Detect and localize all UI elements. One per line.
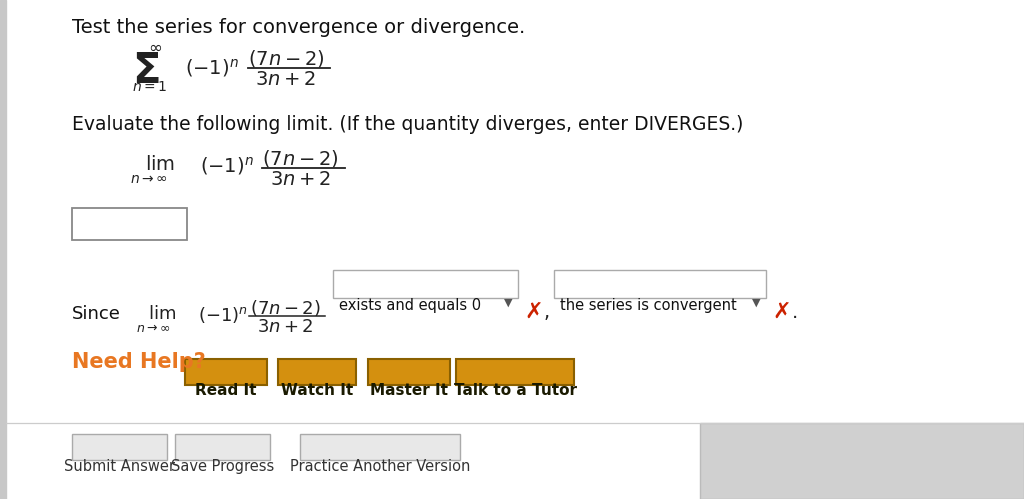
Text: Evaluate the following limit. (If the quantity diverges, enter DIVERGES.): Evaluate the following limit. (If the qu… xyxy=(72,115,743,134)
FancyBboxPatch shape xyxy=(368,359,450,385)
Text: $n \rightarrow \infty$: $n \rightarrow \infty$ xyxy=(130,172,168,186)
FancyBboxPatch shape xyxy=(554,270,766,298)
Text: Talk to a Tutor: Talk to a Tutor xyxy=(454,383,577,398)
Text: $(7n-2)$: $(7n-2)$ xyxy=(248,48,325,69)
Text: $n \rightarrow \infty$: $n \rightarrow \infty$ xyxy=(136,322,170,335)
Text: ✗: ✗ xyxy=(524,302,543,322)
Text: Watch It: Watch It xyxy=(281,383,353,398)
Text: ▼: ▼ xyxy=(504,298,512,308)
Text: Read It: Read It xyxy=(196,383,257,398)
Text: $3n+2$: $3n+2$ xyxy=(255,70,316,89)
Text: Master It: Master It xyxy=(370,383,449,398)
FancyBboxPatch shape xyxy=(333,270,518,298)
Bar xyxy=(0,0,6,499)
Text: $\mathbf{\Sigma}$: $\mathbf{\Sigma}$ xyxy=(132,50,160,92)
Text: $n = 1$: $n = 1$ xyxy=(132,80,168,94)
Text: .: . xyxy=(792,303,799,322)
Text: ▼: ▼ xyxy=(752,298,761,308)
Text: $(7n-2)$: $(7n-2)$ xyxy=(262,148,339,169)
Text: Practice Another Version: Practice Another Version xyxy=(290,459,470,474)
Text: ,: , xyxy=(544,303,550,322)
Text: $3n+2$: $3n+2$ xyxy=(270,170,331,189)
Text: $\lim$: $\lim$ xyxy=(148,305,176,323)
FancyBboxPatch shape xyxy=(456,359,574,385)
Text: Test the series for convergence or divergence.: Test the series for convergence or diver… xyxy=(72,18,525,37)
Text: Save Progress: Save Progress xyxy=(171,459,274,474)
Text: $\infty$: $\infty$ xyxy=(148,38,162,56)
Text: Need Help?: Need Help? xyxy=(72,352,206,372)
Text: $(7n-2)$: $(7n-2)$ xyxy=(250,298,321,318)
FancyBboxPatch shape xyxy=(278,359,356,385)
Text: $\lim$: $\lim$ xyxy=(145,155,175,174)
FancyBboxPatch shape xyxy=(175,434,270,460)
Text: $(-1)^n$: $(-1)^n$ xyxy=(185,57,239,79)
FancyBboxPatch shape xyxy=(72,208,187,240)
Text: Since: Since xyxy=(72,305,121,323)
Text: the series is convergent: the series is convergent xyxy=(560,298,736,313)
Text: exists and equals 0: exists and equals 0 xyxy=(339,298,481,313)
FancyBboxPatch shape xyxy=(185,359,267,385)
Text: $(-1)^n$: $(-1)^n$ xyxy=(198,305,248,325)
Text: $3n+2$: $3n+2$ xyxy=(257,318,313,336)
FancyBboxPatch shape xyxy=(700,423,1024,499)
Text: $(-1)^n$: $(-1)^n$ xyxy=(200,155,254,177)
FancyBboxPatch shape xyxy=(72,434,167,460)
Text: ✗: ✗ xyxy=(772,302,791,322)
FancyBboxPatch shape xyxy=(300,434,460,460)
Text: Submit Answer: Submit Answer xyxy=(63,459,175,474)
